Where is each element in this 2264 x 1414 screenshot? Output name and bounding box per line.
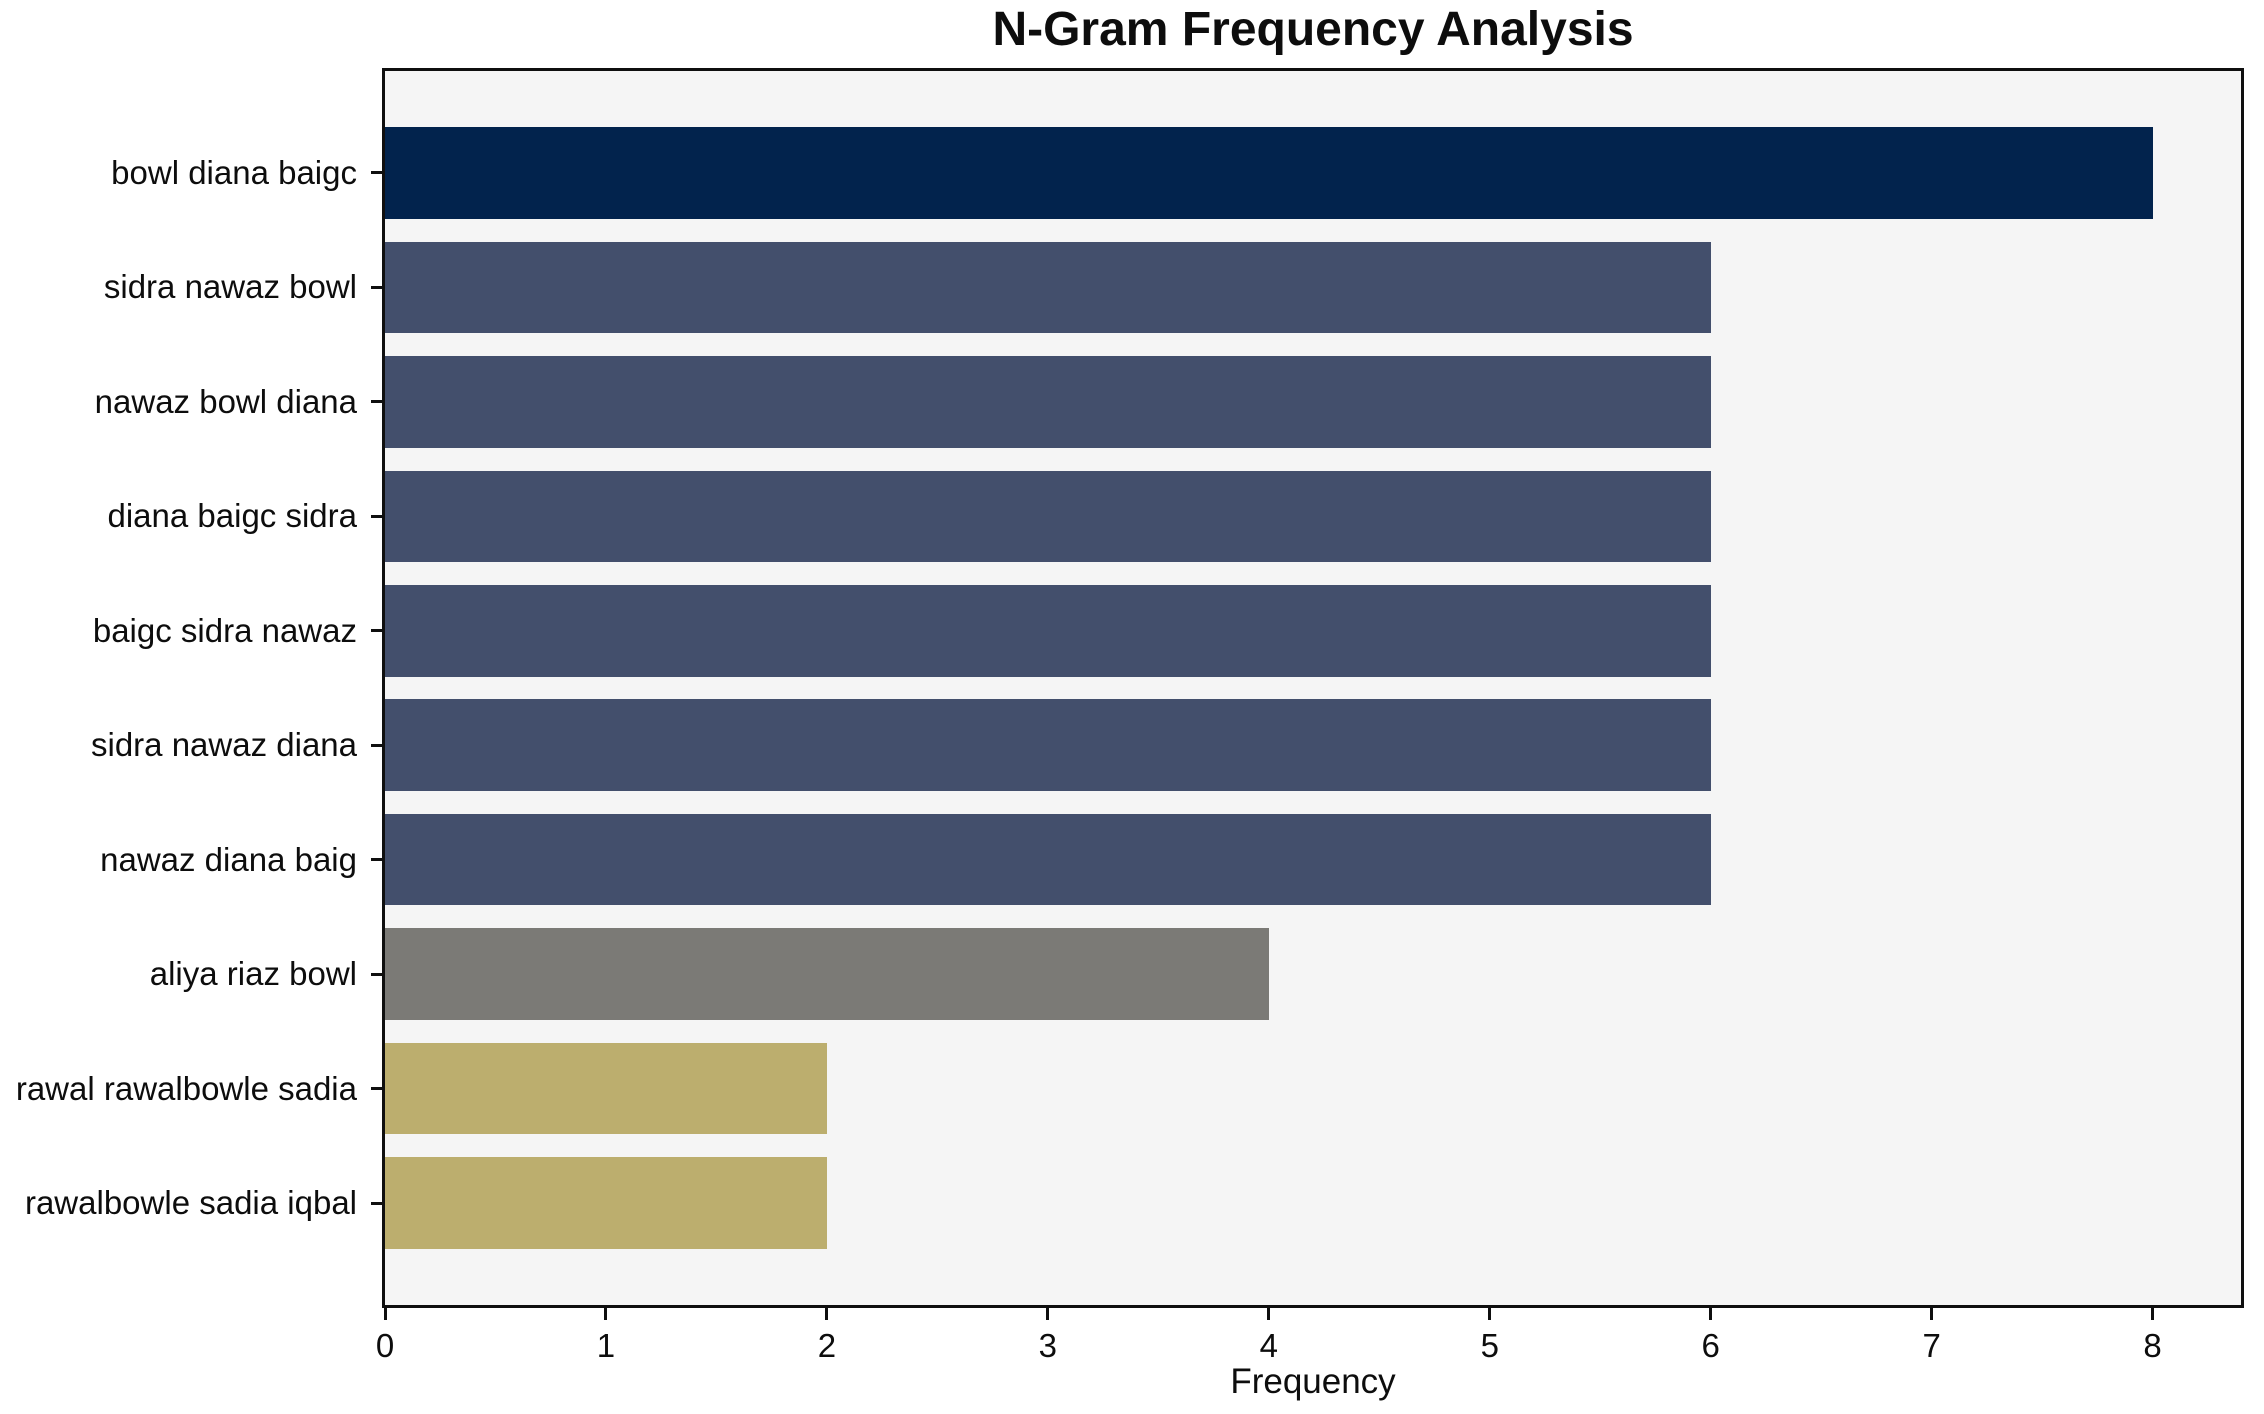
y-tick-label: sidra nawaz bowl xyxy=(103,268,357,306)
y-tick xyxy=(371,400,382,404)
x-tick-label: 1 xyxy=(596,1327,616,1364)
y-tick xyxy=(371,858,382,862)
y-tick xyxy=(371,1087,382,1091)
y-tick-label: baigc sidra nawaz xyxy=(92,611,357,649)
bar xyxy=(385,584,1711,677)
x-tick xyxy=(604,1308,608,1320)
x-axis-title: Frequency xyxy=(1230,1362,1396,1401)
plot-area: bowl diana baigc sidra nawaz bowl nawaz bo… xyxy=(16,68,2244,1364)
y-tick-label: aliya riaz bowl xyxy=(149,955,357,993)
y-tick xyxy=(371,743,382,747)
x-tick-label: 4 xyxy=(1259,1327,1278,1364)
y-tick-label: diana baigc sidra xyxy=(107,497,358,535)
y-tick xyxy=(371,285,382,289)
y-tick-label: nawaz diana baig xyxy=(100,840,357,878)
x-tick-label: 7 xyxy=(1922,1327,1941,1364)
bar xyxy=(385,699,1711,791)
chart-title: N-Gram Frequency Analysis xyxy=(992,3,1634,56)
bar xyxy=(385,470,1711,563)
x-tick-label: 3 xyxy=(1038,1327,1058,1364)
y-tick xyxy=(371,1201,382,1205)
y-tick-label: sidra nawaz diana xyxy=(91,726,357,764)
x-tick-label: 8 xyxy=(2143,1327,2162,1364)
x-tick xyxy=(1488,1308,1492,1320)
y-tick xyxy=(371,514,382,518)
x-tick xyxy=(1709,1308,1713,1320)
bar xyxy=(385,813,1711,906)
bar xyxy=(385,356,1711,448)
y-tick-label: rawalbowle sadia iqbal xyxy=(24,1184,357,1222)
y-tick-label: bowl diana baigc xyxy=(111,153,357,191)
x-tick xyxy=(383,1308,387,1320)
x-tick xyxy=(1930,1308,1934,1320)
bar xyxy=(385,1157,827,1249)
x-tick-label: 6 xyxy=(1701,1327,1720,1364)
bar xyxy=(385,928,1269,1020)
y-tick xyxy=(371,171,382,175)
bar xyxy=(385,241,1711,334)
bar xyxy=(385,1042,827,1135)
y-tick-label: nawaz bowl diana xyxy=(94,382,357,420)
x-tick xyxy=(2151,1308,2155,1320)
y-tick xyxy=(371,972,382,976)
bar xyxy=(385,127,2153,219)
x-tick-label: 0 xyxy=(375,1327,395,1364)
x-tick xyxy=(1267,1308,1271,1320)
y-tick xyxy=(371,629,382,633)
y-tick-label: rawal rawalbowle sadia xyxy=(15,1069,357,1107)
x-tick xyxy=(825,1308,829,1320)
x-tick-label: 5 xyxy=(1480,1327,1499,1364)
x-tick-label: 2 xyxy=(817,1327,837,1364)
x-tick xyxy=(1046,1308,1050,1320)
